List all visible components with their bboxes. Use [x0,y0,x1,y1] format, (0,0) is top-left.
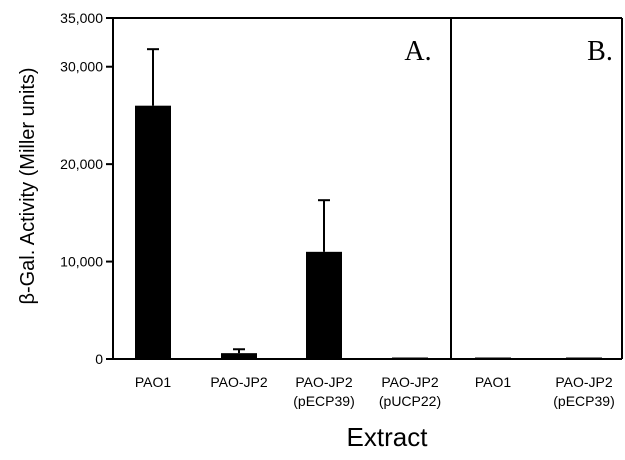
y-tick-label: 30,000 [60,59,103,75]
bar [221,353,257,359]
x-axis-title: Extract [347,422,429,452]
category-label: PAO-JP2 [381,374,439,390]
chart-labels: 0 10,000 20,000 30,000 35,000 A. PAO1 PAO-JP2 PA… [60,10,615,409]
y-tick-label: 10,000 [60,254,103,270]
bar [135,105,171,359]
category-label-line2: (pECP39) [553,393,614,409]
panel-label: A. [404,36,431,67]
y-tick-label: 35,000 [60,10,103,26]
bar [392,357,428,359]
chart-bars [135,48,602,359]
category-label: PAO1 [475,374,512,390]
y-tick-label: 0 [95,351,103,367]
y-axis-title: β-Gal. Activity (Miller units) [17,67,39,304]
y-tick-label: 20,000 [60,156,103,172]
bar [566,357,602,359]
category-label: PAO1 [135,374,172,390]
category-label: PAO-JP2 [210,374,268,390]
category-label: PAO-JP2 [555,374,613,390]
category-label-line2: (pUCP22) [379,393,441,409]
chart-axes [106,17,623,360]
category-label-line2: (pECP39) [293,393,354,409]
bar [306,251,342,359]
bar [475,357,511,359]
category-label: PAO-JP2 [295,374,353,390]
panel-label: B. [587,36,613,67]
